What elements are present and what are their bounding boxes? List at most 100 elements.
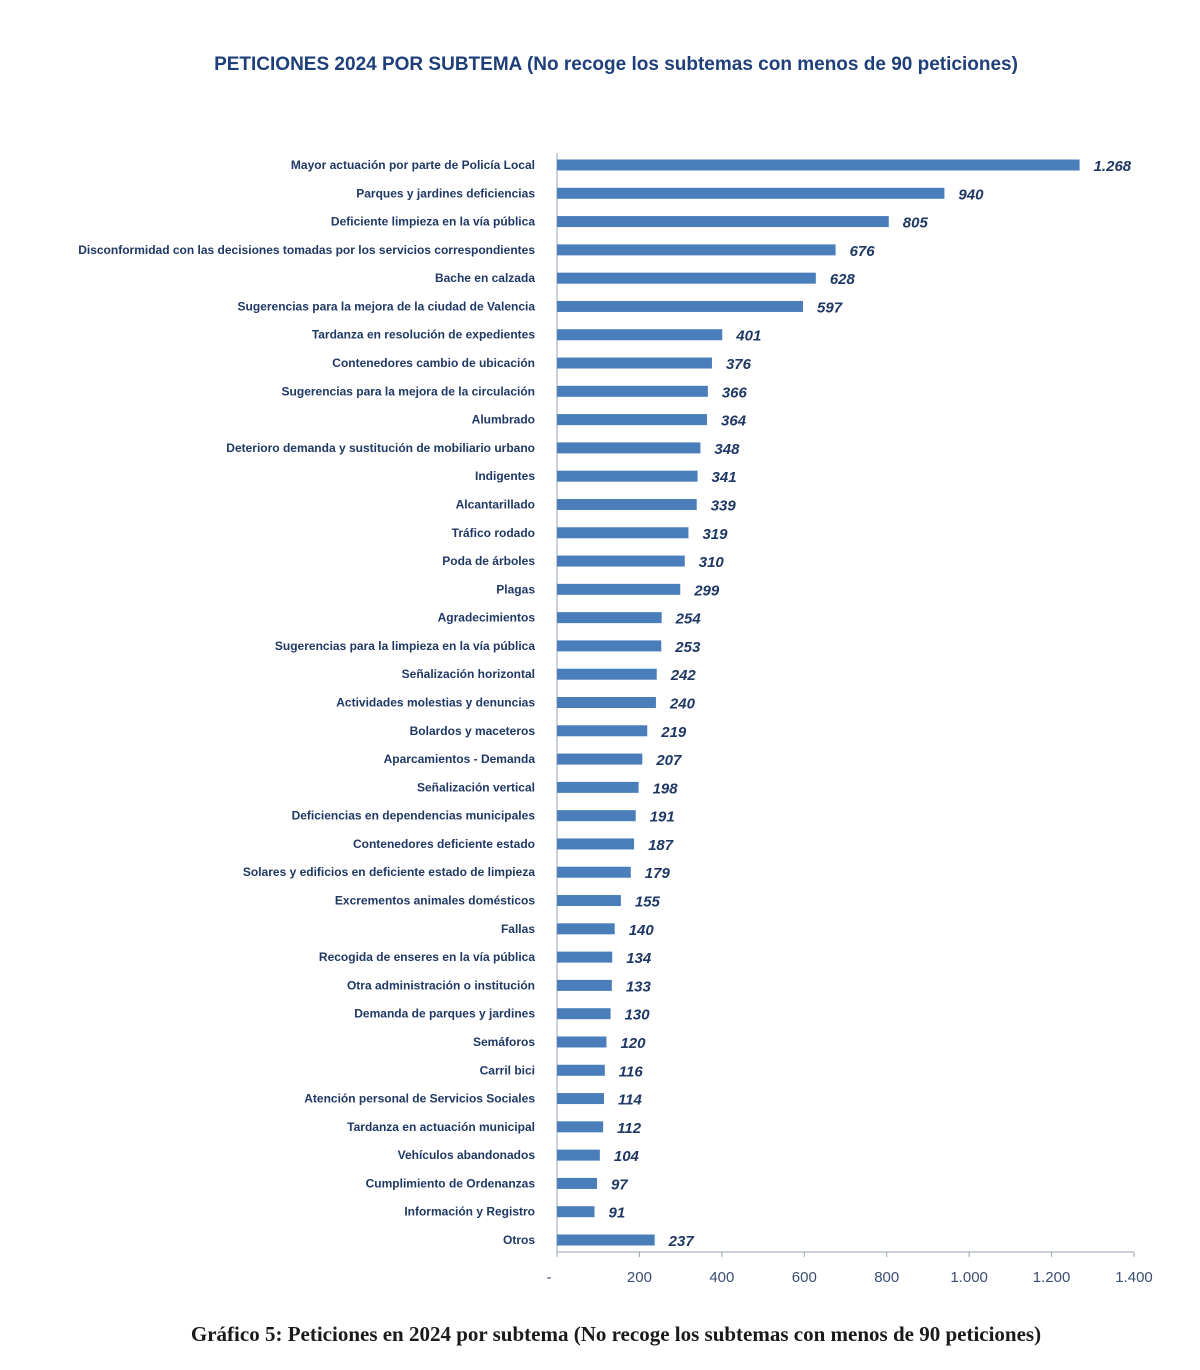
bar <box>557 470 698 482</box>
data-label: 376 <box>726 356 752 373</box>
x-tick-label: 1.400 <box>1115 1269 1153 1286</box>
bar <box>557 923 615 935</box>
data-label: 114 <box>618 1092 643 1109</box>
category-label: Señalización vertical <box>417 780 535 794</box>
category-label: Actividades molestias y denuncias <box>336 696 535 710</box>
bar <box>557 244 836 256</box>
data-label: 198 <box>653 780 679 797</box>
data-label: 299 <box>693 582 720 599</box>
figure-caption: Gráfico 5: Peticiones en 2024 por subtem… <box>190 1322 1042 1346</box>
category-label: Bolardos y maceteros <box>410 724 536 738</box>
data-label: 91 <box>609 1205 626 1222</box>
bar <box>557 1036 607 1048</box>
category-label: Alumbrado <box>472 413 535 427</box>
data-label: 339 <box>711 497 737 514</box>
bar <box>557 300 804 312</box>
data-label: 676 <box>850 243 876 260</box>
category-label: Semáforos <box>473 1035 535 1049</box>
category-label: Disconformidad con las decisiones tomada… <box>78 243 535 257</box>
data-label: 112 <box>617 1120 642 1137</box>
bar <box>557 1234 655 1246</box>
data-label: 97 <box>611 1176 628 1193</box>
data-label: 191 <box>650 809 675 826</box>
data-label: 120 <box>620 1035 646 1052</box>
data-label: 240 <box>669 696 696 713</box>
x-tick-label: 200 <box>627 1269 652 1286</box>
category-label: Otra administración o institución <box>347 978 535 992</box>
bar <box>557 414 708 426</box>
data-label: 237 <box>668 1233 695 1250</box>
bar <box>557 1177 597 1189</box>
category-label: Señalización horizontal <box>402 667 535 681</box>
category-label: Alcantarillado <box>456 497 535 511</box>
category-label: Bache en calzada <box>435 271 535 285</box>
bar <box>557 1093 604 1105</box>
bar <box>557 187 945 199</box>
data-label: 179 <box>645 865 671 882</box>
bar <box>557 555 685 567</box>
category-label: Deficiente limpieza en la vía pública <box>331 215 535 229</box>
bar <box>557 1008 611 1020</box>
data-label: 1.268 <box>1094 158 1132 175</box>
bar <box>557 385 708 397</box>
category-label: Otros <box>503 1233 535 1247</box>
data-label: 254 <box>675 611 702 628</box>
data-label: 319 <box>702 526 728 543</box>
bar <box>557 1064 605 1076</box>
category-label: Indigentes <box>475 469 535 483</box>
data-label: 155 <box>635 894 661 911</box>
category-label: Información y Registro <box>404 1205 535 1219</box>
bar <box>557 1206 595 1218</box>
category-label: Parques y jardines deficiencias <box>356 186 535 200</box>
bar <box>557 329 723 341</box>
category-label: Cumplimiento de Ordenanzas <box>366 1176 536 1190</box>
data-label: 401 <box>735 328 761 345</box>
category-label: Sugerencias para la limpieza en la vía p… <box>275 639 535 653</box>
category-label: Agradecimientos <box>438 611 536 625</box>
data-label: 187 <box>648 837 674 854</box>
x-tick-label: 600 <box>792 1269 817 1286</box>
chart-title: PETICIONES 2024 POR SUBTEMA (No recoge l… <box>214 54 1018 75</box>
bar <box>557 979 612 991</box>
data-label: 805 <box>903 215 929 232</box>
bar <box>557 216 889 228</box>
category-label: Atención personal de Servicios Sociales <box>304 1092 535 1106</box>
category-label: Carril bici <box>480 1063 535 1077</box>
x-tick-label: 1.000 <box>950 1269 988 1286</box>
bar <box>557 781 639 793</box>
category-label: Sugerencias para la mejora de la ciudad … <box>238 299 536 313</box>
category-label: Contenedores cambio de ubicación <box>332 356 535 370</box>
category-label: Tráfico rodado <box>452 526 535 540</box>
x-tick-label: - <box>547 1269 552 1286</box>
bar <box>557 951 613 963</box>
data-label: 207 <box>655 752 682 769</box>
category-label: Sugerencias para la mejora de la circula… <box>282 384 535 398</box>
bar <box>557 725 648 737</box>
category-label: Plagas <box>496 582 535 596</box>
bar <box>557 583 681 595</box>
bar <box>557 866 631 878</box>
data-label: 133 <box>626 978 652 995</box>
bar <box>557 810 636 822</box>
data-label: 140 <box>629 922 655 939</box>
bar <box>557 612 662 624</box>
bar <box>557 668 657 680</box>
x-tick-label: 400 <box>709 1269 734 1286</box>
data-label: 940 <box>958 186 984 203</box>
category-label: Deficiencias en dependencias municipales <box>292 809 536 823</box>
bar <box>557 357 712 369</box>
bar <box>557 527 689 539</box>
category-label: Tardanza en resolución de expedientes <box>312 328 536 342</box>
category-label: Vehículos abandonados <box>398 1148 536 1162</box>
data-label: 130 <box>625 1007 651 1024</box>
data-label: 219 <box>660 724 687 741</box>
bar <box>557 1121 604 1133</box>
data-label: 597 <box>817 299 843 316</box>
data-label: 242 <box>670 667 697 684</box>
bar <box>557 442 701 454</box>
category-label: Excrementos animales domésticos <box>335 894 535 908</box>
bar <box>557 838 635 850</box>
x-tick-label: 1.200 <box>1033 1269 1071 1286</box>
category-label: Mayor actuación por parte de Policía Loc… <box>291 158 535 172</box>
